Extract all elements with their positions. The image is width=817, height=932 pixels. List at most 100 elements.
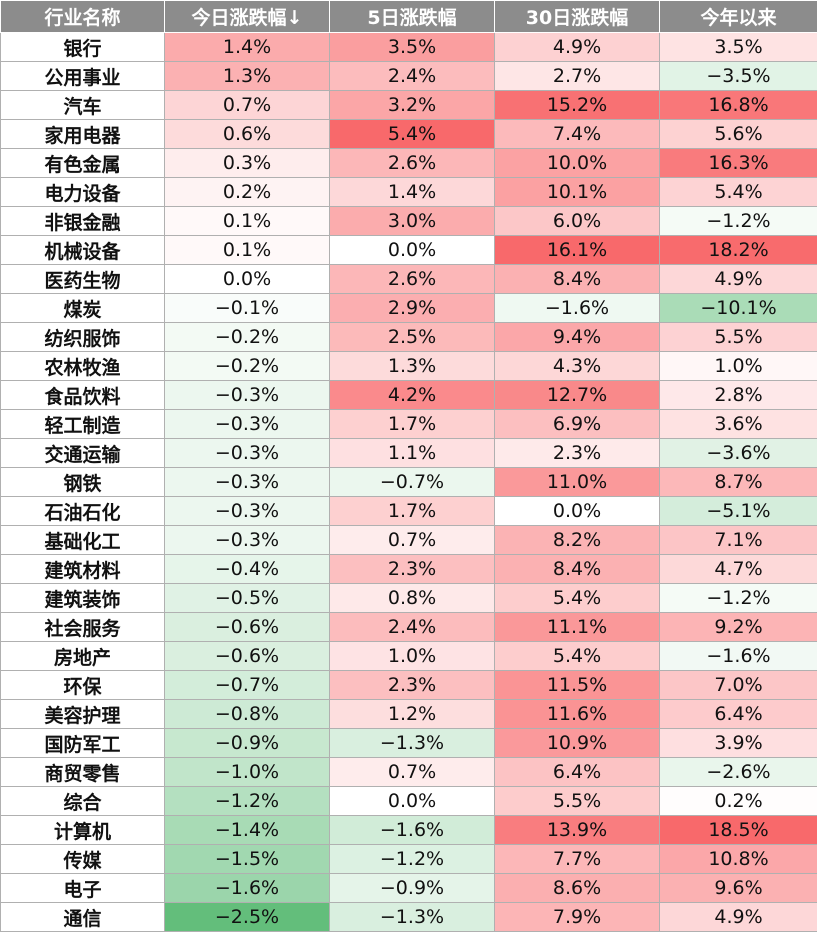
ytd-change-cell: 3.9% [660,729,817,758]
5day-change-cell: 5.4% [330,120,495,149]
table-row: 建筑装饰−0.5%0.8%5.4%−1.2% [1,584,817,613]
column-header-30day-change[interactable]: 30日涨跌幅 [495,1,660,33]
today-change-cell: −0.2% [165,323,330,352]
30day-change-cell: 8.2% [495,526,660,555]
5day-change-cell: 0.0% [330,787,495,816]
today-change-cell: −0.1% [165,294,330,323]
30day-change-cell: 16.1% [495,236,660,265]
30day-change-cell: 15.2% [495,91,660,120]
today-change-cell: 1.3% [165,62,330,91]
30day-change-cell: 7.9% [495,903,660,932]
30day-change-cell: 7.7% [495,845,660,874]
today-change-cell: −0.4% [165,555,330,584]
ytd-change-cell: 9.6% [660,874,817,903]
30day-change-cell: 11.0% [495,468,660,497]
5day-change-cell: 0.7% [330,526,495,555]
industry-name-cell: 轻工制造 [1,410,165,439]
column-header-ytd-change[interactable]: 今年以来 [660,1,817,33]
industry-name-cell: 食品饮料 [1,381,165,410]
5day-change-cell: 0.7% [330,758,495,787]
5day-change-cell: 0.0% [330,236,495,265]
table-row: 环保−0.7%2.3%11.5%7.0% [1,671,817,700]
30day-change-cell: 5.4% [495,584,660,613]
5day-change-cell: 3.2% [330,91,495,120]
ytd-change-cell: 5.5% [660,323,817,352]
5day-change-cell: 2.3% [330,671,495,700]
30day-change-cell: 4.9% [495,33,660,62]
30day-change-cell: 12.7% [495,381,660,410]
ytd-change-cell: 3.6% [660,410,817,439]
table-row: 通信−2.5%−1.3%7.9%4.9% [1,903,817,932]
industry-name-cell: 有色金属 [1,149,165,178]
table-row: 石油石化−0.3%1.7%0.0%−5.1% [1,497,817,526]
30day-change-cell: −1.6% [495,294,660,323]
30day-change-cell: 7.4% [495,120,660,149]
today-change-cell: −0.3% [165,526,330,555]
industry-name-cell: 美容护理 [1,700,165,729]
ytd-change-cell: 16.3% [660,149,817,178]
table-row: 国防军工−0.9%−1.3%10.9%3.9% [1,729,817,758]
industry-name-cell: 家用电器 [1,120,165,149]
table-row: 社会服务−0.6%2.4%11.1%9.2% [1,613,817,642]
column-header-industry[interactable]: 行业名称 [1,1,165,33]
table-row: 基础化工−0.3%0.7%8.2%7.1% [1,526,817,555]
today-change-cell: 0.3% [165,149,330,178]
today-change-cell: −0.3% [165,381,330,410]
ytd-change-cell: −1.6% [660,642,817,671]
30day-change-cell: 4.3% [495,352,660,381]
ytd-change-cell: −1.2% [660,584,817,613]
today-change-cell: 0.0% [165,265,330,294]
30day-change-cell: 13.9% [495,816,660,845]
30day-change-cell: 11.1% [495,613,660,642]
today-change-cell: −1.6% [165,874,330,903]
ytd-change-cell: 6.4% [660,700,817,729]
ytd-change-cell: 1.0% [660,352,817,381]
ytd-change-cell: 7.1% [660,526,817,555]
ytd-change-cell: −2.6% [660,758,817,787]
table-row: 建筑材料−0.4%2.3%8.4%4.7% [1,555,817,584]
industry-name-cell: 农林牧渔 [1,352,165,381]
industry-name-cell: 基础化工 [1,526,165,555]
30day-change-cell: 9.4% [495,323,660,352]
industry-name-cell: 综合 [1,787,165,816]
ytd-change-cell: 4.9% [660,265,817,294]
30day-change-cell: 6.9% [495,410,660,439]
ytd-change-cell: 5.6% [660,120,817,149]
table-row: 商贸零售−1.0%0.7%6.4%−2.6% [1,758,817,787]
today-change-cell: −1.0% [165,758,330,787]
5day-change-cell: −1.2% [330,845,495,874]
industry-name-cell: 传媒 [1,845,165,874]
ytd-change-cell: 18.2% [660,236,817,265]
30day-change-cell: 8.6% [495,874,660,903]
today-change-cell: 0.1% [165,207,330,236]
today-change-cell: −1.4% [165,816,330,845]
column-header-today-change[interactable]: 今日涨跌幅↓ [165,1,330,33]
industry-name-cell: 石油石化 [1,497,165,526]
ytd-change-cell: −3.6% [660,439,817,468]
table-row: 电子−1.6%−0.9%8.6%9.6% [1,874,817,903]
today-change-cell: −0.6% [165,642,330,671]
5day-change-cell: 1.2% [330,700,495,729]
ytd-change-cell: 0.2% [660,787,817,816]
today-change-cell: −0.3% [165,468,330,497]
30day-change-cell: 0.0% [495,497,660,526]
column-header-5day-change[interactable]: 5日涨跌幅 [330,1,495,33]
industry-name-cell: 建筑材料 [1,555,165,584]
ytd-change-cell: 3.5% [660,33,817,62]
ytd-change-cell: −10.1% [660,294,817,323]
5day-change-cell: 0.8% [330,584,495,613]
30day-change-cell: 8.4% [495,555,660,584]
today-change-cell: −0.8% [165,700,330,729]
industry-name-cell: 汽车 [1,91,165,120]
table-row: 房地产−0.6%1.0%5.4%−1.6% [1,642,817,671]
industry-name-cell: 交通运输 [1,439,165,468]
5day-change-cell: 1.4% [330,178,495,207]
industry-name-cell: 电力设备 [1,178,165,207]
30day-change-cell: 6.4% [495,758,660,787]
industry-name-cell: 房地产 [1,642,165,671]
ytd-change-cell: 7.0% [660,671,817,700]
